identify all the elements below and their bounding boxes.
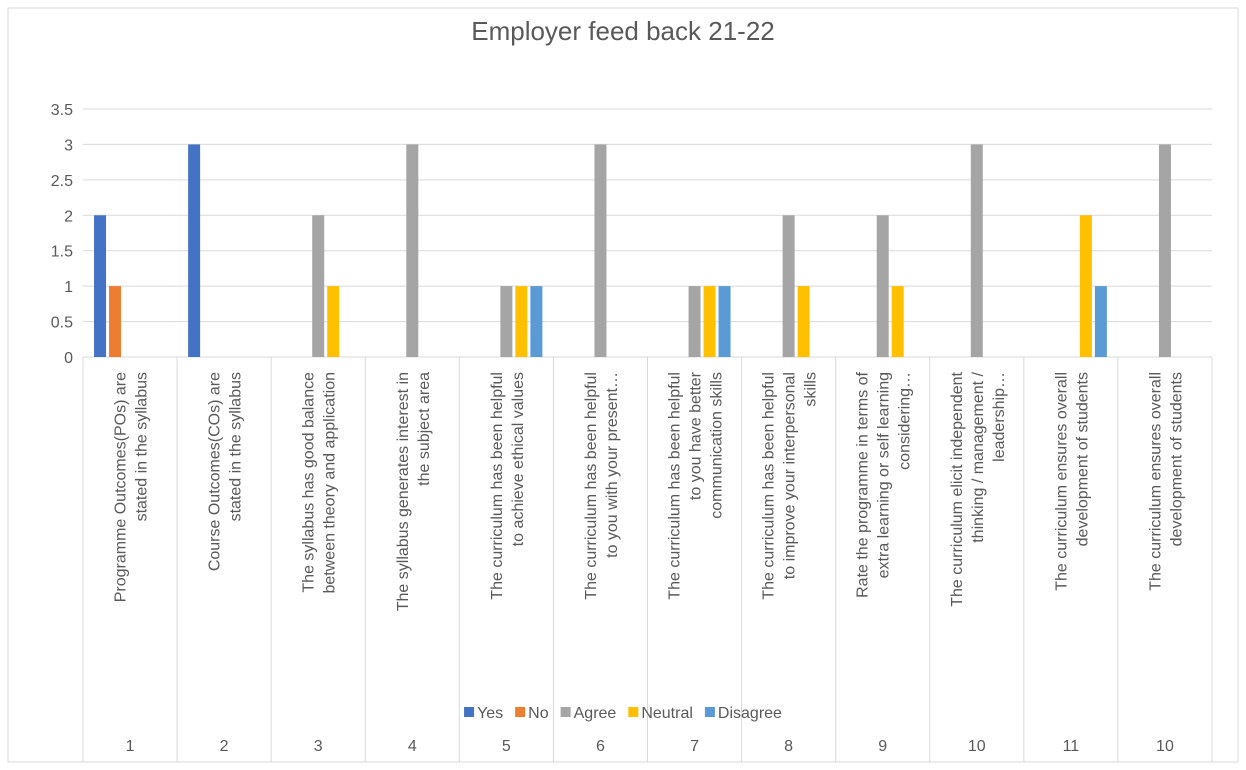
bar bbox=[188, 144, 201, 357]
legend-swatch bbox=[464, 707, 475, 717]
group-label: 1 bbox=[126, 738, 135, 755]
legend-label: No bbox=[528, 705, 549, 722]
x-tick-label: The curriculum has been helpful to improv… bbox=[761, 372, 820, 600]
x-tick-label: The syllabus has good balance between the… bbox=[301, 372, 339, 594]
bar bbox=[876, 215, 889, 357]
y-tick-label: 3 bbox=[64, 137, 73, 154]
y-tick-label: 1.5 bbox=[51, 244, 73, 261]
bar bbox=[718, 286, 731, 357]
x-tick-label: Course Outcomes(COs) are stated in the sy… bbox=[207, 372, 245, 571]
bar bbox=[594, 144, 607, 357]
bar bbox=[782, 215, 795, 357]
y-tick-label: 0.5 bbox=[51, 315, 73, 332]
bar bbox=[891, 286, 904, 357]
legend-label: Yes bbox=[477, 705, 503, 722]
y-tick-label: 1 bbox=[64, 279, 73, 296]
bar bbox=[970, 144, 983, 357]
group-label: 2 bbox=[220, 738, 229, 755]
bar bbox=[312, 215, 325, 357]
x-tick-label: The curriculum has been helpful to you wi… bbox=[583, 372, 621, 600]
group-label: 6 bbox=[596, 738, 605, 755]
x-tick-label: Rate the programme in terms of extra lear… bbox=[855, 371, 914, 597]
group-label: 10 bbox=[1156, 738, 1174, 755]
x-tick-label: The curriculum ensures overall developmen… bbox=[1053, 372, 1091, 591]
x-tick-label: The curriculum has been helpful to you ha… bbox=[667, 371, 726, 599]
bar bbox=[94, 215, 107, 357]
bar bbox=[1079, 215, 1092, 357]
bar bbox=[530, 286, 543, 357]
group-label: 7 bbox=[690, 738, 699, 755]
legend-swatch bbox=[628, 707, 639, 717]
group-label: 3 bbox=[314, 738, 323, 755]
legend: Yes No Agree Neutral Disagree bbox=[464, 705, 782, 722]
x-tick-label: The curriculum ensures overall developmen… bbox=[1147, 372, 1185, 591]
bar bbox=[327, 286, 340, 357]
y-tick-label: 2.5 bbox=[51, 173, 73, 190]
legend-swatch bbox=[704, 707, 715, 717]
bar bbox=[1158, 144, 1171, 357]
y-tick-label: 3.5 bbox=[51, 102, 73, 119]
group-label: 10 bbox=[968, 738, 986, 755]
group-label: 8 bbox=[784, 738, 793, 755]
group-label: 11 bbox=[1063, 738, 1080, 755]
bar bbox=[703, 286, 716, 357]
bar bbox=[688, 286, 701, 357]
bar bbox=[406, 144, 419, 357]
bar bbox=[1094, 286, 1107, 357]
group-label: 4 bbox=[408, 738, 417, 755]
x-tick-label: The curriculum has been helpful to achiev… bbox=[489, 372, 527, 600]
legend-swatch bbox=[560, 707, 571, 717]
bar bbox=[797, 286, 810, 357]
bar bbox=[515, 286, 528, 357]
group-label: 5 bbox=[502, 738, 511, 755]
y-tick-label: 0 bbox=[64, 350, 73, 367]
bar bbox=[500, 286, 513, 357]
x-tick-label: The syllabus generates interest in the su… bbox=[395, 372, 433, 611]
chart-frame bbox=[7, 7, 1239, 763]
legend-swatch bbox=[515, 707, 526, 717]
y-tick-label: 2 bbox=[64, 208, 73, 225]
x-tick-label: Programme Outcomes(POs) are stated in the… bbox=[113, 372, 151, 602]
x-tick-label: The curriculum elicit independent thinkin… bbox=[949, 371, 1008, 606]
legend-label: Disagree bbox=[718, 705, 782, 722]
group-label: 9 bbox=[878, 738, 887, 755]
legend-label: Neutral bbox=[641, 705, 693, 722]
bar bbox=[109, 286, 122, 357]
chart-title: Employer feed back 21-22 bbox=[471, 16, 775, 46]
legend-label: Agree bbox=[574, 705, 617, 722]
